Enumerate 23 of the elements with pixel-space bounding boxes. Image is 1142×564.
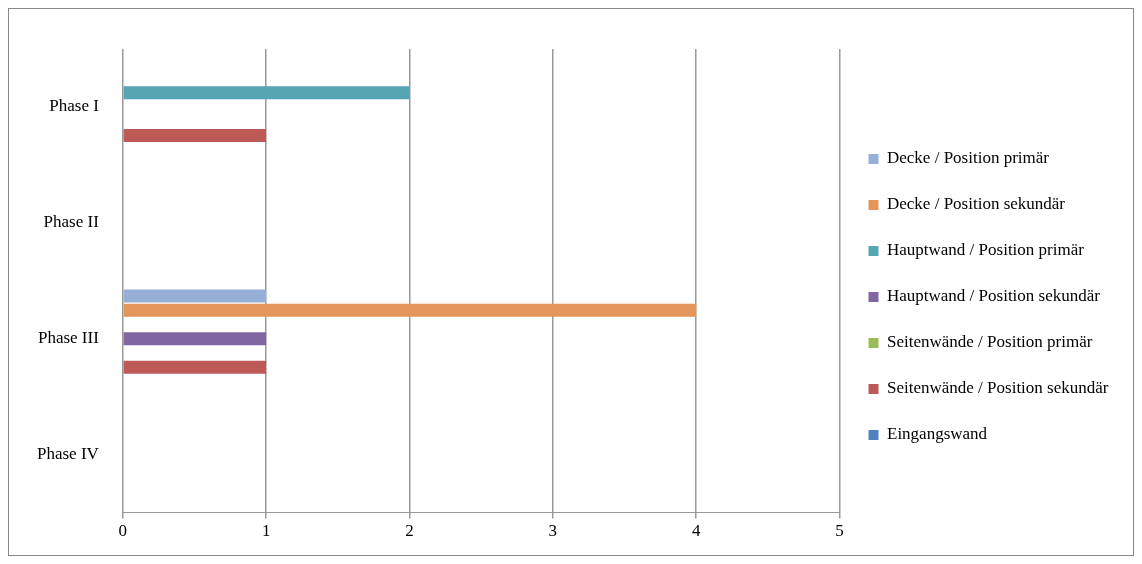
bar — [123, 332, 267, 346]
y-tick-label: Phase II — [43, 212, 100, 232]
y-tick-label: Phase I — [49, 96, 100, 116]
legend-label: Decke / Position primär — [887, 148, 1050, 168]
x-tick-label: 5 — [835, 521, 844, 541]
legend-label: Seitenwände / Position sekundär — [887, 378, 1109, 398]
x-tick-label: 0 — [118, 521, 128, 541]
y-tick-label: Phase III — [37, 328, 100, 348]
x-tick-label: 2 — [405, 521, 414, 541]
x-tick-label: 1 — [261, 521, 271, 541]
bar — [123, 360, 267, 374]
bar — [123, 289, 267, 303]
bar — [123, 303, 697, 317]
legend-label: Hauptwand / Position sekundär — [887, 286, 1101, 306]
legend-label: Eingangswand — [887, 424, 988, 444]
legend-label: Hauptwand / Position primär — [887, 240, 1085, 260]
legend-label: Seitenwände / Position primär — [887, 332, 1093, 352]
x-tick-label: 3 — [548, 521, 558, 541]
bar — [123, 128, 267, 142]
legend-label: Decke / Position sekundär — [887, 194, 1066, 214]
y-tick-label: Phase IV — [36, 444, 100, 464]
bar — [123, 86, 410, 100]
x-tick-label: 4 — [691, 521, 701, 541]
